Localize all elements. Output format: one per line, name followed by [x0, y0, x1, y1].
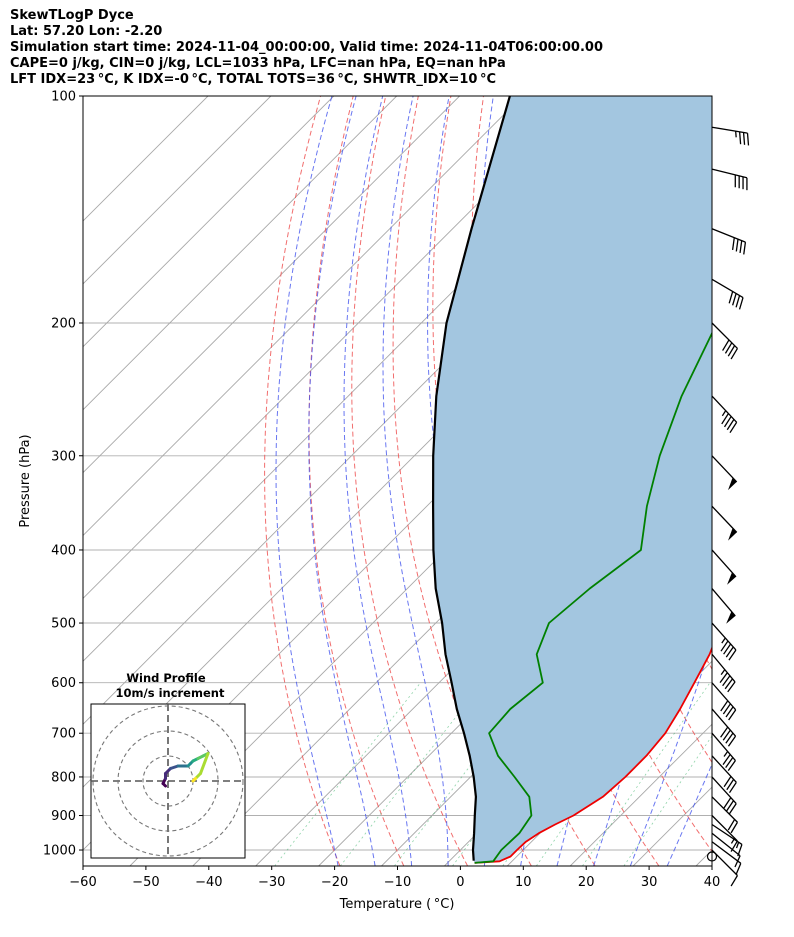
- moist-adiabat: [275, 96, 339, 866]
- y-tick-label: 300: [51, 449, 76, 464]
- y-tick-label: 1000: [43, 844, 76, 859]
- title-line-1: SkewTLogP Dyce: [10, 8, 134, 23]
- inset-ring-20: [117, 730, 219, 832]
- y-tick-label: 600: [51, 676, 76, 691]
- x-tick-label: 0: [456, 875, 464, 890]
- cape-cin-area: [433, 96, 712, 863]
- y-tick-label: 400: [51, 543, 76, 558]
- x-tick-label: 20: [578, 875, 595, 890]
- moist-adiabat: [629, 639, 712, 866]
- x-tick-label: −60: [69, 875, 96, 890]
- wind-profile-inset: Wind Profile 10m/s increment: [90, 671, 246, 859]
- wind-barb: [711, 588, 736, 624]
- moist-adiabat: [666, 762, 712, 866]
- x-tick-label: 40: [704, 875, 721, 890]
- moist-adiabat: [427, 96, 488, 866]
- mixing-ratio-line: [274, 682, 421, 866]
- dry-adiabat: [777, 96, 794, 866]
- title-line-3: Simulation start time: 2024-11-04_00:00:…: [10, 40, 603, 55]
- title-block: SkewTLogP Dyce Lat: 57.20 Lon: -2.20 Sim…: [10, 8, 603, 88]
- x-tick-label: −10: [384, 875, 411, 890]
- wind-barb: [711, 622, 737, 661]
- wind-barb: [711, 278, 744, 310]
- isotherm: [83, 96, 586, 600]
- wind-barb: [711, 505, 738, 541]
- y-tick-label: 700: [51, 727, 76, 742]
- wind-barb: [711, 796, 739, 834]
- inset-subtitle: 10m/s increment: [116, 686, 225, 700]
- mixing-ratio-line: [339, 682, 484, 866]
- x-tick-label: 30: [641, 875, 658, 890]
- wind-barb: [711, 832, 741, 868]
- parcel-profile-line: [432, 96, 511, 861]
- x-tick-label: −20: [321, 875, 348, 890]
- wind-barb: [711, 732, 736, 772]
- x-tick-label: −30: [258, 875, 285, 890]
- isotherm: [83, 96, 335, 348]
- mixing-ratio-line: [623, 735, 712, 866]
- x-tick-label: −40: [195, 875, 222, 890]
- wind-barbs: [706, 126, 750, 887]
- wind-barb: [711, 653, 736, 693]
- isotherm: [83, 96, 523, 537]
- y-tick-label: 200: [51, 316, 76, 331]
- wind-barb: [711, 168, 748, 191]
- wind-barb: [711, 126, 750, 146]
- isotherm: [83, 96, 272, 285]
- profile-lines: [432, 96, 712, 864]
- x-tick-label: −50: [132, 875, 159, 890]
- title-line-4: CAPE=0 j/kg, CIN=0 j/kg, LCL=1033 hPa, L…: [10, 56, 506, 71]
- wind-barb: [711, 395, 738, 434]
- wind-barb: [711, 455, 738, 491]
- dry-adiabat: [711, 96, 712, 110]
- hodograph-segment: [191, 777, 197, 783]
- inset-ring-30: [92, 705, 244, 857]
- wind-barb: [711, 841, 742, 875]
- isotherm: [83, 96, 460, 474]
- isotherm: [569, 723, 712, 866]
- wind-barb: [711, 228, 747, 255]
- mixing-ratio-line: [582, 682, 711, 866]
- y-tick-label: 900: [51, 809, 76, 824]
- isotherm: [83, 96, 398, 411]
- dewpoint-line: [474, 331, 712, 864]
- dry-adiabat: [744, 96, 794, 866]
- y-tick-label: 500: [51, 617, 76, 632]
- temperature-line: [474, 645, 712, 864]
- inset-title: Wind Profile: [126, 671, 206, 685]
- x-axis-label: Temperature ( °C): [339, 897, 455, 912]
- y-tick-label: 100: [51, 90, 76, 105]
- cape-cin-shading: [433, 96, 712, 863]
- wind-barb: [711, 776, 737, 815]
- wind-barb: [711, 755, 737, 794]
- title-line-2: Lat: 57.20 Lon: -2.20: [10, 24, 163, 39]
- wind-barb: [711, 322, 739, 360]
- title-line-5: LFT IDX=23 °C, K IDX=-0 °C, TOTAL TOTS=3…: [10, 72, 497, 87]
- wind-barb: [711, 708, 737, 747]
- wind-barb: [711, 815, 739, 852]
- dry-adiabat: [264, 96, 341, 866]
- moist-adiabat: [382, 96, 449, 866]
- hodograph-segment: [199, 752, 210, 775]
- x-tick-label: 10: [515, 875, 532, 890]
- mixing-ratio-line: [452, 682, 589, 866]
- y-tick-label: 800: [51, 770, 76, 785]
- moist-adiabat: [343, 96, 413, 866]
- moist-adiabat: [308, 96, 376, 866]
- dry-adiabat: [351, 96, 469, 866]
- isotherm: [759, 96, 794, 866]
- y-axis-label: Pressure (hPa): [18, 434, 33, 527]
- wind-barb: [711, 682, 737, 721]
- wind-barb: [711, 549, 737, 585]
- wind-barb: [711, 849, 739, 887]
